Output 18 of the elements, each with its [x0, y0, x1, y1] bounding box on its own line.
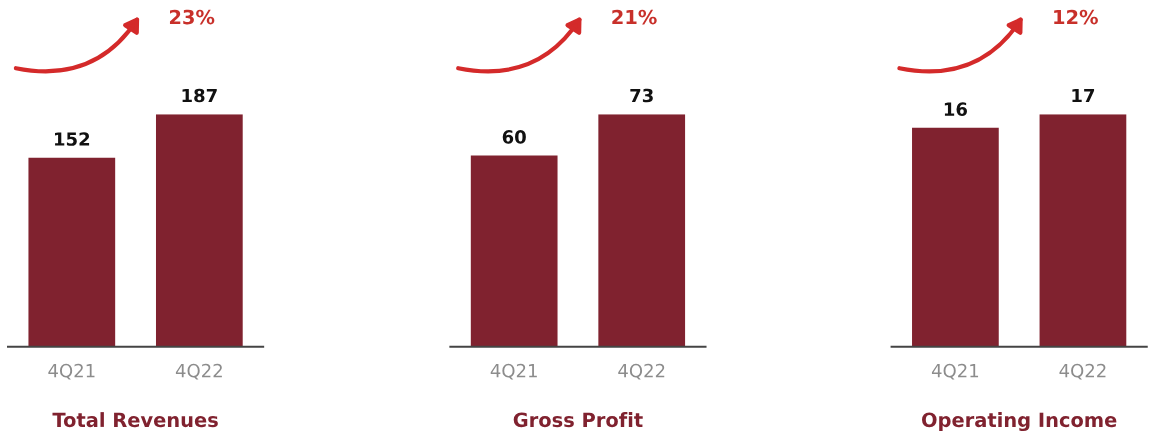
data-label: 73: [630, 88, 653, 103]
x-tick-label: 4Q21: [490, 363, 537, 380]
text: Gross Profit: [513, 412, 643, 428]
x-tick-label: 4Q22: [175, 363, 222, 380]
data-label: 60: [502, 130, 526, 144]
text: 12%: [1054, 9, 1098, 25]
data-label: 187: [182, 88, 217, 103]
x-tick-label: 4Q22: [1059, 363, 1106, 380]
data-label: 17: [1072, 88, 1095, 103]
x-tick-label: 4Q21: [48, 363, 95, 380]
text: Total Revenues: [52, 412, 218, 428]
text: 23%: [169, 9, 215, 25]
data-label: 16: [944, 102, 967, 116]
data-label: 152: [55, 132, 90, 146]
x-tick-label: 4Q21: [931, 363, 979, 380]
x-tick-label: 4Q22: [618, 363, 665, 380]
text: 21%: [612, 9, 657, 25]
text: Operating Income: [922, 412, 1117, 432]
